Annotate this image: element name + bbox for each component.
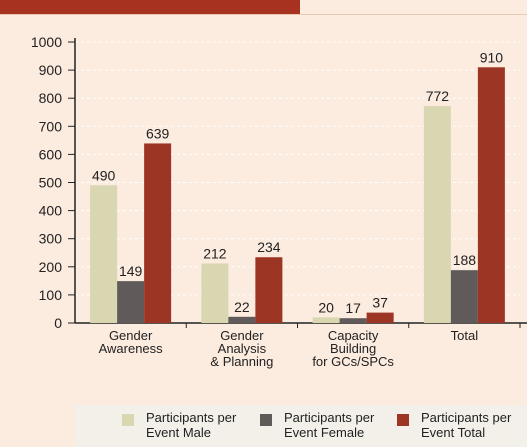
x-tick-label: Total: [451, 328, 479, 343]
bar: [90, 185, 118, 323]
bar: [423, 106, 451, 324]
bar: [117, 281, 145, 323]
value-label: 20: [318, 299, 334, 315]
value-label: 17: [345, 300, 361, 316]
title-banner: [0, 0, 300, 14]
value-label: 188: [453, 252, 477, 268]
y-tick-label: 800: [39, 90, 63, 106]
y-tick-label: 900: [39, 62, 63, 78]
y-tick-label: 600: [39, 146, 63, 162]
y-tick-label: 700: [39, 118, 63, 134]
legend-swatch: [260, 414, 272, 426]
y-tick-label: 0: [54, 315, 62, 331]
bar: [477, 67, 505, 323]
y-tick-label: 1000: [31, 34, 62, 50]
value-label: 234: [257, 239, 281, 255]
bar: [366, 312, 394, 323]
value-label: 212: [203, 245, 227, 261]
value-label: 490: [92, 167, 116, 183]
y-tick-label: 200: [39, 259, 63, 275]
value-label: 772: [426, 88, 450, 104]
legend-background: [75, 405, 527, 447]
bar: [228, 316, 256, 323]
y-tick-label: 500: [39, 175, 63, 191]
bar: [312, 317, 340, 323]
value-label: 910: [480, 49, 504, 65]
legend-swatch: [122, 414, 134, 426]
bar: [255, 257, 283, 323]
legend-label: Participants per Event Male: [146, 410, 237, 440]
legend-label: Participants per Event Total: [421, 410, 512, 440]
x-tick-label: Capacity Building for GCs/SPCs: [312, 328, 394, 369]
value-label: 149: [119, 263, 143, 279]
y-tick-label: 100: [39, 287, 63, 303]
legend-label: Participants per Event Female: [284, 410, 375, 440]
y-tick-label: 400: [39, 203, 63, 219]
bar: [450, 270, 478, 323]
bar: [339, 318, 367, 323]
legend-swatch: [397, 414, 409, 426]
value-label: 639: [146, 125, 170, 141]
bar: [201, 263, 229, 323]
value-label: 22: [234, 299, 250, 315]
frame: [0, 14, 527, 15]
bar: [144, 143, 172, 323]
x-tick-label: Gender Awareness: [99, 328, 164, 356]
x-tick-label: Gender Analysis & Planning: [210, 328, 273, 369]
y-tick-label: 300: [39, 231, 63, 247]
value-label: 37: [372, 295, 388, 311]
